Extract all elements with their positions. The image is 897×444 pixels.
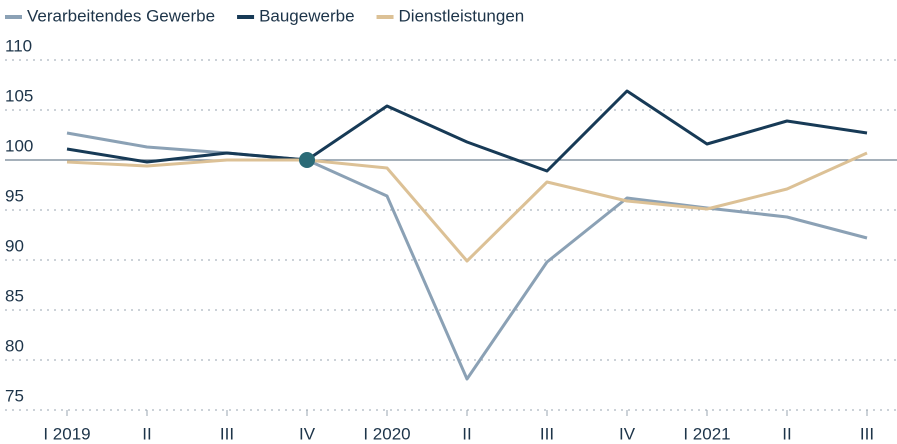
y-tick-label: 95 <box>5 186 24 205</box>
base-marker <box>299 152 315 168</box>
y-tick-label: 110 <box>5 36 32 55</box>
y-tick-label: 90 <box>5 236 24 255</box>
series-line <box>66 151 868 263</box>
legend-label: Dienstleistungen <box>399 6 525 25</box>
x-tick-label: II <box>462 424 471 443</box>
x-tick-label: II <box>142 424 151 443</box>
y-tick-label: 85 <box>5 286 24 305</box>
x-tick-label: I 2019 <box>43 424 90 443</box>
x-tick-label: III <box>220 424 234 443</box>
legend-label: Verarbeitendes Gewerbe <box>27 6 215 25</box>
x-tick-label: III <box>860 424 874 443</box>
series-line <box>66 131 868 381</box>
x-tick-label: IV <box>619 424 636 443</box>
y-tick-label: 75 <box>5 386 24 405</box>
series-line <box>66 89 868 173</box>
x-tick-label: I 2020 <box>363 424 410 443</box>
x-tick-label: III <box>540 424 554 443</box>
y-tick-label: 105 <box>5 86 33 105</box>
x-tick-label: II <box>782 424 791 443</box>
x-tick-label: I 2021 <box>683 424 730 443</box>
y-tick-label: 80 <box>5 336 24 355</box>
legend-label: Baugewerbe <box>259 6 354 25</box>
y-tick-label: 100 <box>5 136 33 155</box>
x-tick-label: IV <box>299 424 316 443</box>
